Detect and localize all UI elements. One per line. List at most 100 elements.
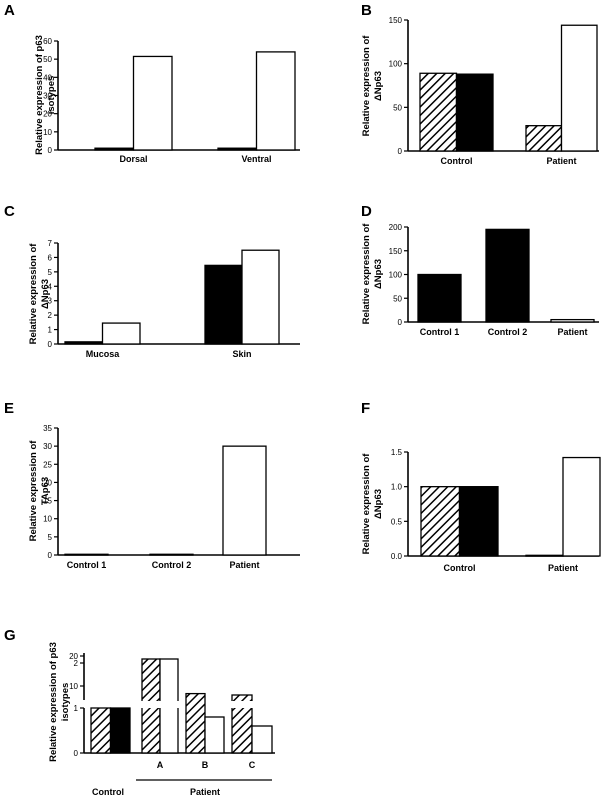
y-axis-label-line: ΔNp63 [373, 489, 384, 519]
panel-letter-g: G [4, 627, 16, 644]
panel-letter-d: D [361, 203, 372, 220]
bar-control-hatched [420, 486, 461, 557]
y-tick-label: 30 [43, 92, 52, 101]
y-tick-label: 200 [389, 223, 403, 232]
category-label: Patient [546, 156, 576, 166]
category-label: Patient [229, 560, 259, 570]
y-tick-label: 60 [43, 37, 52, 46]
bar-mucosa-solid [64, 341, 104, 345]
bar-control-2-open [149, 553, 194, 556]
category-label: Dorsal [119, 154, 147, 164]
y-tick-label: 1 [74, 704, 79, 713]
y-tick-label: 20 [43, 478, 52, 487]
y-tick-label: 35 [43, 424, 52, 433]
category-label: Control 2 [488, 327, 528, 337]
y-tick-label: 20 [43, 110, 52, 119]
y-tick-label: 3 [48, 297, 53, 306]
bar-control-2-solid [485, 228, 530, 323]
y-tick-label: 6 [48, 253, 53, 262]
y-tick-label: 100 [389, 60, 403, 69]
category-label: Skin [232, 349, 251, 359]
y-tick-label: 0 [398, 318, 403, 327]
y-axis-label-line: Relative expression of p63 [34, 35, 45, 155]
y-axis-label: Relative expression ofTAp63 [28, 440, 51, 542]
bar-skin-solid [204, 264, 243, 345]
bar-dorsal-open [132, 55, 173, 151]
y-tick-label: 0.0 [391, 552, 403, 561]
y-axis-label: Relative expression ofΔNp63 [361, 453, 384, 555]
y-tick-label: 10 [43, 515, 52, 524]
group-label-patient: Patient [190, 787, 220, 797]
y-tick-label: 0.5 [391, 517, 403, 526]
y-tick-label: 0 [398, 147, 403, 156]
category-label: Control 1 [67, 560, 107, 570]
bar-c-open [251, 725, 273, 754]
y-tick-label: 30 [43, 442, 52, 451]
category-label: Control [444, 563, 476, 573]
bar-control-solid [458, 486, 499, 557]
panel-d: D 0 50 100 150 200 Relative expression ofΔNp63… [361, 203, 599, 337]
y-axis-label-line: Relative expression of [361, 35, 372, 137]
y-axis-label-line: Relative expression of [28, 243, 39, 345]
bar-control-1-open [64, 553, 109, 556]
y-axis-label: Relative expression ofΔNp63 [28, 243, 51, 345]
y-tick-label: 10 [43, 128, 52, 137]
y-tick-label: 1 [48, 326, 53, 335]
category-label: Control 2 [152, 560, 192, 570]
y-axis-label: Relative expression of p63isotypes [34, 35, 57, 155]
y-tick-label: 50 [393, 294, 402, 303]
bar-control-hatched [90, 707, 112, 754]
bar-dorsal-solid [94, 147, 135, 151]
y-tick-label: 25 [43, 460, 52, 469]
bar-skin-open [241, 249, 280, 345]
y-tick-label: 150 [389, 16, 403, 25]
bar-break-gap [141, 701, 161, 708]
y-axis-label: Relative expression of p63isotypes [48, 642, 71, 762]
y-tick-label: 15 [43, 497, 52, 506]
bar-patient-open [562, 456, 601, 557]
bar-control-solid [109, 707, 131, 754]
category-label: C [249, 760, 256, 770]
y-axis-label-line: Relative expression of [28, 440, 39, 542]
y-tick-label: 1.0 [391, 483, 403, 492]
panel-f: F 0.0 0.5 1.0 1.5 Relative expression ofΔNp63… [361, 400, 601, 573]
y-tick-label: 1.5 [391, 448, 403, 457]
y-tick-label: 4 [48, 282, 53, 291]
y-axis-label: Relative expression ofΔNp63 [361, 223, 384, 325]
panel-letter-f: F [361, 400, 370, 417]
y-tick-label: 100 [389, 271, 403, 280]
category-label: A [157, 760, 164, 770]
y-tick-label: 150 [389, 247, 403, 256]
y-axis-label-line: Relative expression of [361, 453, 372, 555]
panel-letter-a: A [4, 2, 15, 19]
y-tick-label: 7 [48, 239, 53, 248]
y-axis-label: Relative expression ofΔNp63 [361, 35, 384, 137]
y-axis-label-line: Relative expression of [361, 223, 372, 325]
y-tick-label: 0 [74, 749, 79, 758]
bar-patient-hatched [525, 554, 564, 557]
group-label-control: Control [92, 787, 124, 797]
panel-letter-c: C [4, 203, 15, 220]
y-axis-label-line: isotypes [46, 76, 57, 115]
panel-e: E 0 5 10 15 20 25 30 35 Relative expression ofTAp… [4, 400, 300, 570]
y-tick-label: 0 [48, 551, 53, 560]
y-tick-label: 0 [48, 340, 53, 349]
y-tick-label: 50 [393, 103, 402, 112]
y-tick-label: 2 [74, 659, 79, 668]
bar-patient-open [560, 24, 598, 152]
y-axis-label-line: TAp63 [40, 477, 51, 505]
bar-break-gap [159, 701, 179, 708]
y-tick-label: 5 [48, 533, 53, 542]
y-tick-label: 50 [43, 55, 52, 64]
category-label: Patient [548, 563, 578, 573]
y-axis-label-line: isotypes [60, 683, 71, 722]
category-label: Patient [557, 327, 587, 337]
bar-b-hatched [185, 692, 206, 754]
bar-ventral-solid [217, 147, 258, 151]
y-axis-label-line: ΔNp63 [373, 259, 384, 289]
bar-patient-open [550, 318, 595, 323]
